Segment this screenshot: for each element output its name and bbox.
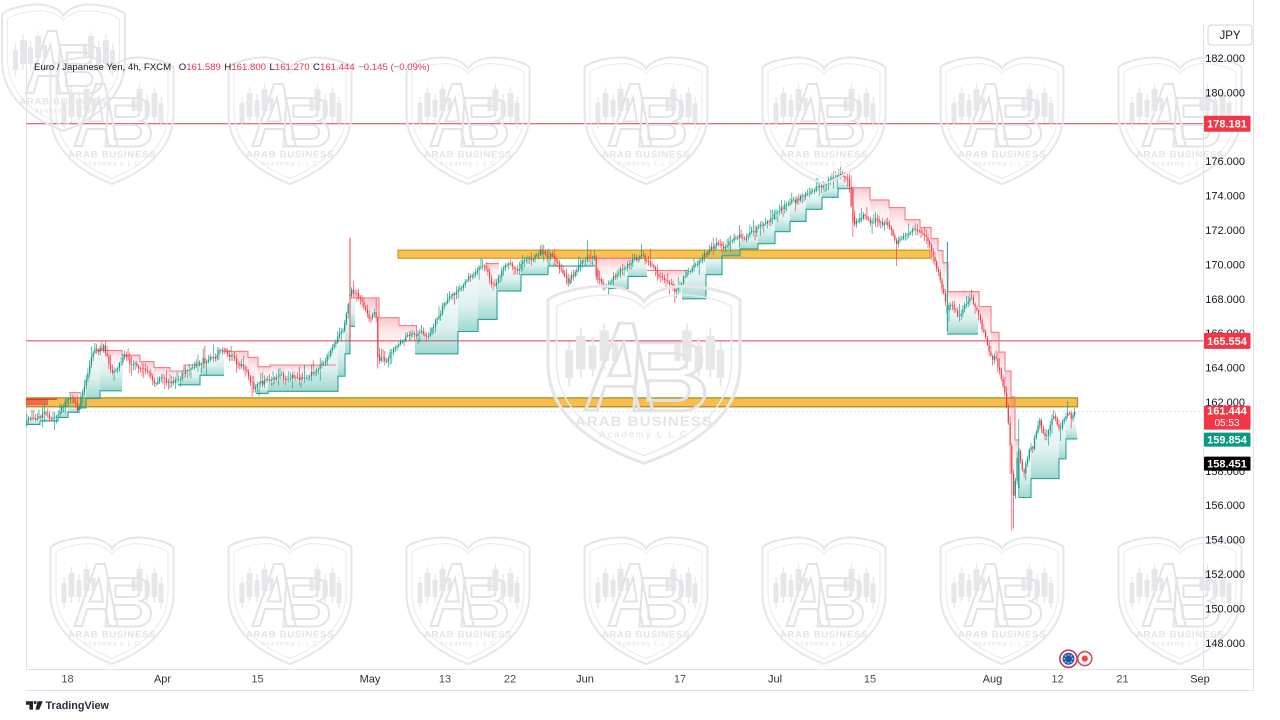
svg-text:JPY: JPY xyxy=(1219,30,1240,42)
svg-text:18: 18 xyxy=(61,674,73,686)
svg-text:May: May xyxy=(360,674,381,686)
svg-text:154.000: 154.000 xyxy=(1205,535,1245,547)
svg-text:158.451: 158.451 xyxy=(1207,459,1247,471)
svg-text:159.854: 159.854 xyxy=(1207,435,1248,447)
svg-text:12: 12 xyxy=(1051,674,1063,686)
svg-text:05:53: 05:53 xyxy=(1214,418,1239,429)
svg-text:Jun: Jun xyxy=(576,674,594,686)
svg-text:ARAB BUSINESS: ARAB BUSINESS xyxy=(19,97,108,108)
svg-text:164.000: 164.000 xyxy=(1205,363,1245,375)
svg-text:178.181: 178.181 xyxy=(1207,119,1247,131)
svg-text:15: 15 xyxy=(864,674,876,686)
svg-text:22: 22 xyxy=(504,674,516,686)
svg-text:172.000: 172.000 xyxy=(1205,225,1245,237)
svg-text:161.444: 161.444 xyxy=(1207,405,1248,417)
svg-text:148.000: 148.000 xyxy=(1205,638,1245,650)
svg-text:TradingView: TradingView xyxy=(46,700,110,712)
svg-text:15: 15 xyxy=(251,674,263,686)
svg-text:Euro / Japanese Yen, 4h, FXCM: Euro / Japanese Yen, 4h, FXCM O161.589 H1… xyxy=(34,62,430,73)
svg-text:182.000: 182.000 xyxy=(1205,53,1245,65)
svg-text:168.000: 168.000 xyxy=(1205,294,1245,306)
svg-text:150.000: 150.000 xyxy=(1205,604,1245,616)
svg-text:165.554: 165.554 xyxy=(1207,336,1248,348)
svg-text:21: 21 xyxy=(1116,674,1128,686)
svg-text:13: 13 xyxy=(439,674,451,686)
svg-text:Sep: Sep xyxy=(1190,674,1210,686)
svg-text:180.000: 180.000 xyxy=(1205,87,1245,99)
svg-text:156.000: 156.000 xyxy=(1205,500,1245,512)
svg-text:176.000: 176.000 xyxy=(1205,156,1245,168)
svg-text:152.000: 152.000 xyxy=(1205,569,1245,581)
svg-text:Apr: Apr xyxy=(154,674,171,686)
svg-text:17: 17 xyxy=(674,674,686,686)
svg-text:Jul: Jul xyxy=(768,674,782,686)
svg-text:170.000: 170.000 xyxy=(1205,259,1245,271)
svg-text:Aug: Aug xyxy=(983,674,1003,686)
svg-text:174.000: 174.000 xyxy=(1205,191,1245,203)
